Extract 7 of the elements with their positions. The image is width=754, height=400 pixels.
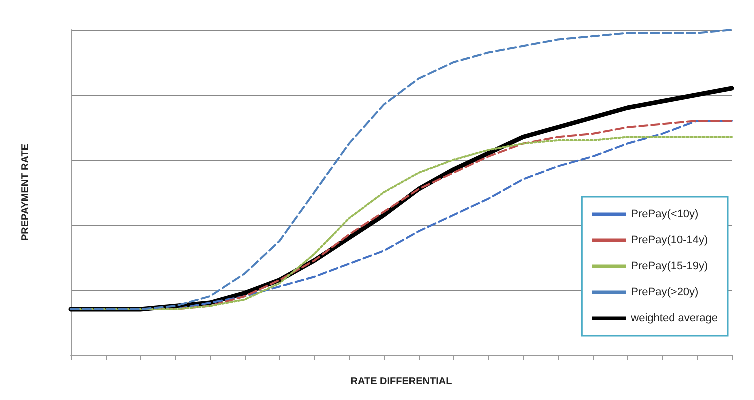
x-axis-title: RATE DIFFERENTIAL: [350, 376, 452, 388]
legend-label: PrePay(>20y): [631, 286, 699, 298]
y-axis-title: PREPAYMENT RATE: [20, 144, 32, 242]
legend-label: PrePay(<10y): [631, 208, 699, 220]
legend-label: PrePay(10-14y): [631, 234, 708, 246]
legend-label: PrePay(15-19y): [631, 260, 708, 272]
legend-label: weighted average: [630, 312, 718, 324]
